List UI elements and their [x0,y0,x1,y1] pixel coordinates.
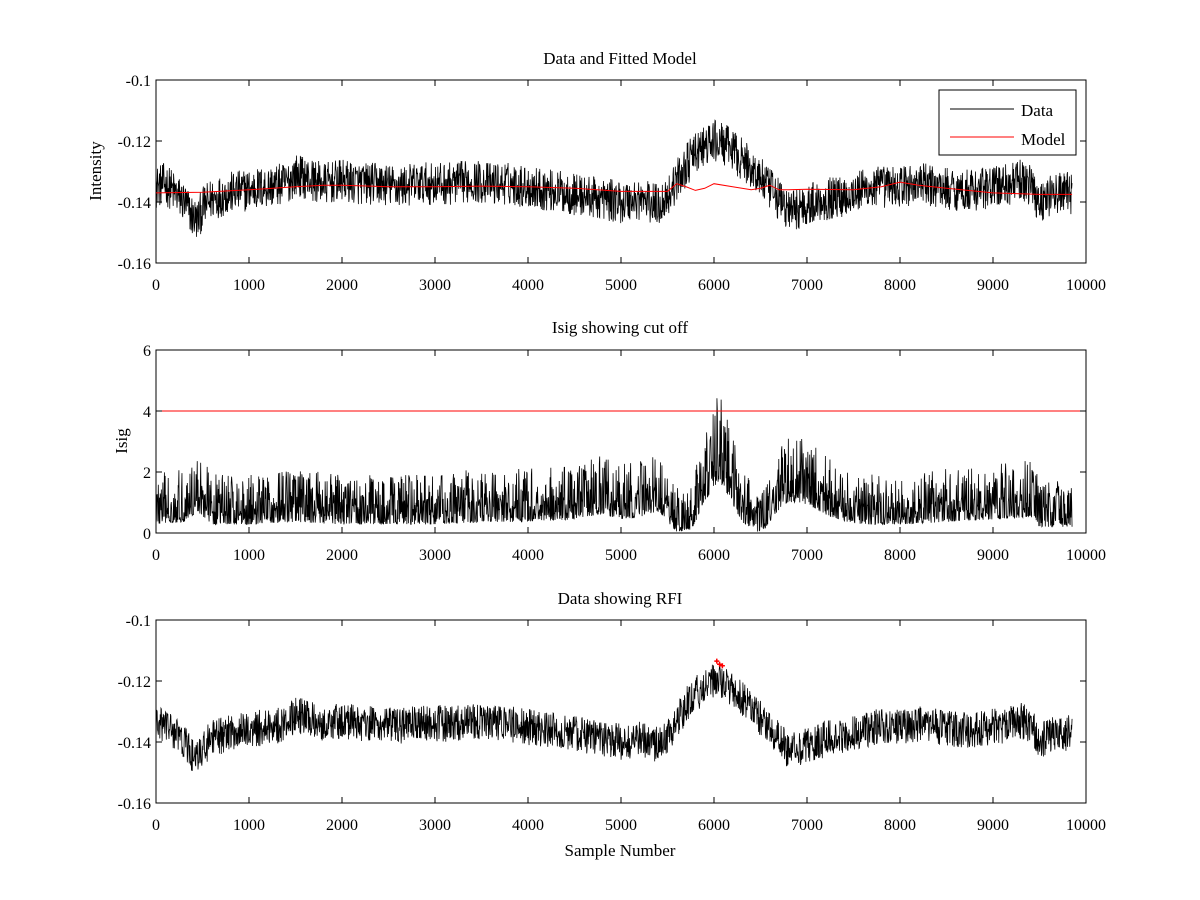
rfi-marker [714,658,720,664]
series-isig-line [156,398,1073,532]
x-tick-label: 1000 [233,277,265,294]
x-tick-label: 5000 [605,817,637,834]
series-group [156,119,1073,237]
legend-box [938,89,1077,156]
x-tick-label: 8000 [884,817,916,834]
y-tick-label: -0.16 [118,256,151,273]
x-tick-label: 8000 [884,277,916,294]
x-tick-label: 1000 [233,817,265,834]
x-tick-label: 9000 [977,277,1009,294]
panel-2-ylabel: Isig [112,428,131,454]
x-tick-label: 10000 [1066,817,1106,834]
series-group [156,398,1086,532]
x-tick-label: 6000 [698,547,730,564]
x-tick-label: 5000 [605,547,637,564]
series-data-line [156,119,1073,237]
x-tick-label: 8000 [884,547,916,564]
series-group [156,658,1073,771]
panel-1-title: Data and Fitted Model [543,49,697,68]
x-tick-label: 4000 [512,277,544,294]
x-tick-label: 9000 [977,547,1009,564]
panel-3-title: Data showing RFI [558,589,683,608]
panel-isig-showing-cut-off: Isig showing cut off Isig 0 1000 2000 3000 4… [112,318,1106,564]
y-tick-label: -0.12 [118,134,151,151]
x-tick-label: 10000 [1066,547,1106,564]
x-tick-label: 2000 [326,817,358,834]
x-tick-label: 1000 [233,547,265,564]
x-tick-label: 3000 [419,817,451,834]
y-tick-label: -0.1 [126,73,151,90]
panel-data-and-fitted-model: Data and Fitted Model Intensity 0 1000 200… [86,49,1106,294]
y-tick-label: -0.12 [118,674,151,691]
x-tick-label: 9000 [977,817,1009,834]
x-tick-label: 3000 [419,547,451,564]
x-tick-label: 4000 [512,547,544,564]
x-tick-label: 3000 [419,277,451,294]
x-tick-label: 0 [152,547,160,564]
legend: Data Model [938,89,1077,156]
x-tick-label: 0 [152,817,160,834]
panel-3-xlabel: Sample Number [565,841,676,860]
y-tick-label: 4 [143,404,151,421]
x-tick-label: 7000 [791,277,823,294]
series-model-line [156,181,1073,195]
y-tick-label: -0.16 [118,796,151,813]
y-tick-label: -0.14 [118,195,151,212]
x-tick-label: 5000 [605,277,637,294]
y-tick-label: 0 [143,526,151,543]
panel-1-plot-area: 0 1000 2000 3000 4000 5000 6000 7000 8000 9000 100… [118,73,1106,294]
y-tick-label: 6 [143,343,151,360]
panel-data-showing-rfi: Data showing RFI Sample Number 0 1000 2000… [118,589,1106,860]
x-tick-label: 7000 [791,817,823,834]
series-data-line [156,664,1073,771]
panel-1-ylabel: Intensity [86,141,105,201]
panel-3-plot-area: 0 1000 2000 3000 4000 5000 6000 7000 8000 9000 100… [118,613,1106,834]
y-tick-label: -0.14 [118,735,151,752]
x-tick-label: 10000 [1066,277,1106,294]
legend-model-label: Model [1021,130,1066,149]
rfi-marker [717,661,723,667]
y-tick-label: -0.1 [126,613,151,630]
x-tick-label: 0 [152,277,160,294]
x-tick-label: 6000 [698,277,730,294]
x-tick-label: 6000 [698,817,730,834]
y-tick-label: 2 [143,465,151,482]
x-tick-label: 7000 [791,547,823,564]
x-tick-label: 2000 [326,277,358,294]
x-tick-label: 2000 [326,547,358,564]
rfi-marker [719,663,725,669]
panel-2-title: Isig showing cut off [552,318,688,337]
panel-2-plot-area: 0 1000 2000 3000 4000 5000 6000 7000 8000 9000 100… [143,343,1106,564]
x-tick-label: 4000 [512,817,544,834]
legend-data-label: Data [1021,101,1054,120]
